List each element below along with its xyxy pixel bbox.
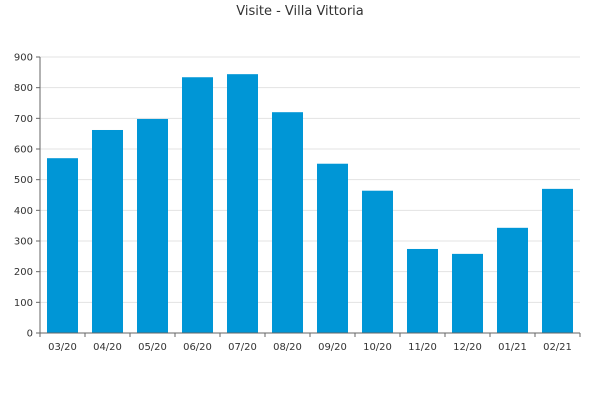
y-tick-label: 0 — [27, 329, 33, 340]
bar-10-20 — [362, 190, 393, 333]
y-tick-label: 900 — [14, 53, 33, 64]
y-tick-label: 300 — [14, 237, 33, 248]
y-tick-label: 500 — [14, 175, 33, 186]
y-tick-label: 200 — [14, 267, 33, 278]
x-tick-label: 10/20 — [363, 342, 392, 353]
x-tick-label: 11/20 — [408, 342, 437, 353]
x-tick-label: 07/20 — [228, 342, 257, 353]
y-tick-label: 100 — [14, 298, 33, 309]
bar-03-20 — [47, 158, 78, 333]
chart-title: Visite - Villa Vittoria — [236, 4, 364, 19]
bar-07-20 — [227, 74, 258, 333]
x-tick-label: 01/21 — [498, 342, 527, 353]
x-tick-labels: 03/20 04/20 05/20 06/20 07/20 08/20 09/20 10/20… — [39, 333, 581, 353]
x-tick-label: 02/21 — [543, 342, 572, 353]
bar-02-21 — [542, 188, 573, 333]
bar-01-21 — [497, 227, 528, 333]
x-tick-label: 05/20 — [138, 342, 167, 353]
bar-08-20 — [272, 112, 303, 333]
y-tick-label: 800 — [14, 83, 33, 94]
y-tick-label: 400 — [14, 206, 33, 217]
bars — [47, 74, 573, 334]
x-tick-label: 12/20 — [453, 342, 482, 353]
y-tick-label: 700 — [14, 114, 33, 125]
x-tick-label: 04/20 — [93, 342, 122, 353]
grid-lines — [40, 56, 580, 303]
x-tick-label: 08/20 — [273, 342, 302, 353]
x-tick-label: 09/20 — [318, 342, 347, 353]
y-tick-label: 600 — [14, 145, 33, 156]
bar-09-20 — [317, 163, 348, 333]
bar-11-20 — [407, 248, 438, 333]
y-tick-labels: 0 100 200 300 400 500 600 700 800 900 — [14, 53, 40, 340]
bar-12-20 — [452, 253, 483, 333]
x-tick-label: 03/20 — [48, 342, 77, 353]
bar-04-20 — [92, 129, 123, 333]
bar-05-20 — [137, 118, 168, 334]
x-tick-label: 06/20 — [183, 342, 212, 353]
bar-06-20 — [182, 77, 213, 334]
